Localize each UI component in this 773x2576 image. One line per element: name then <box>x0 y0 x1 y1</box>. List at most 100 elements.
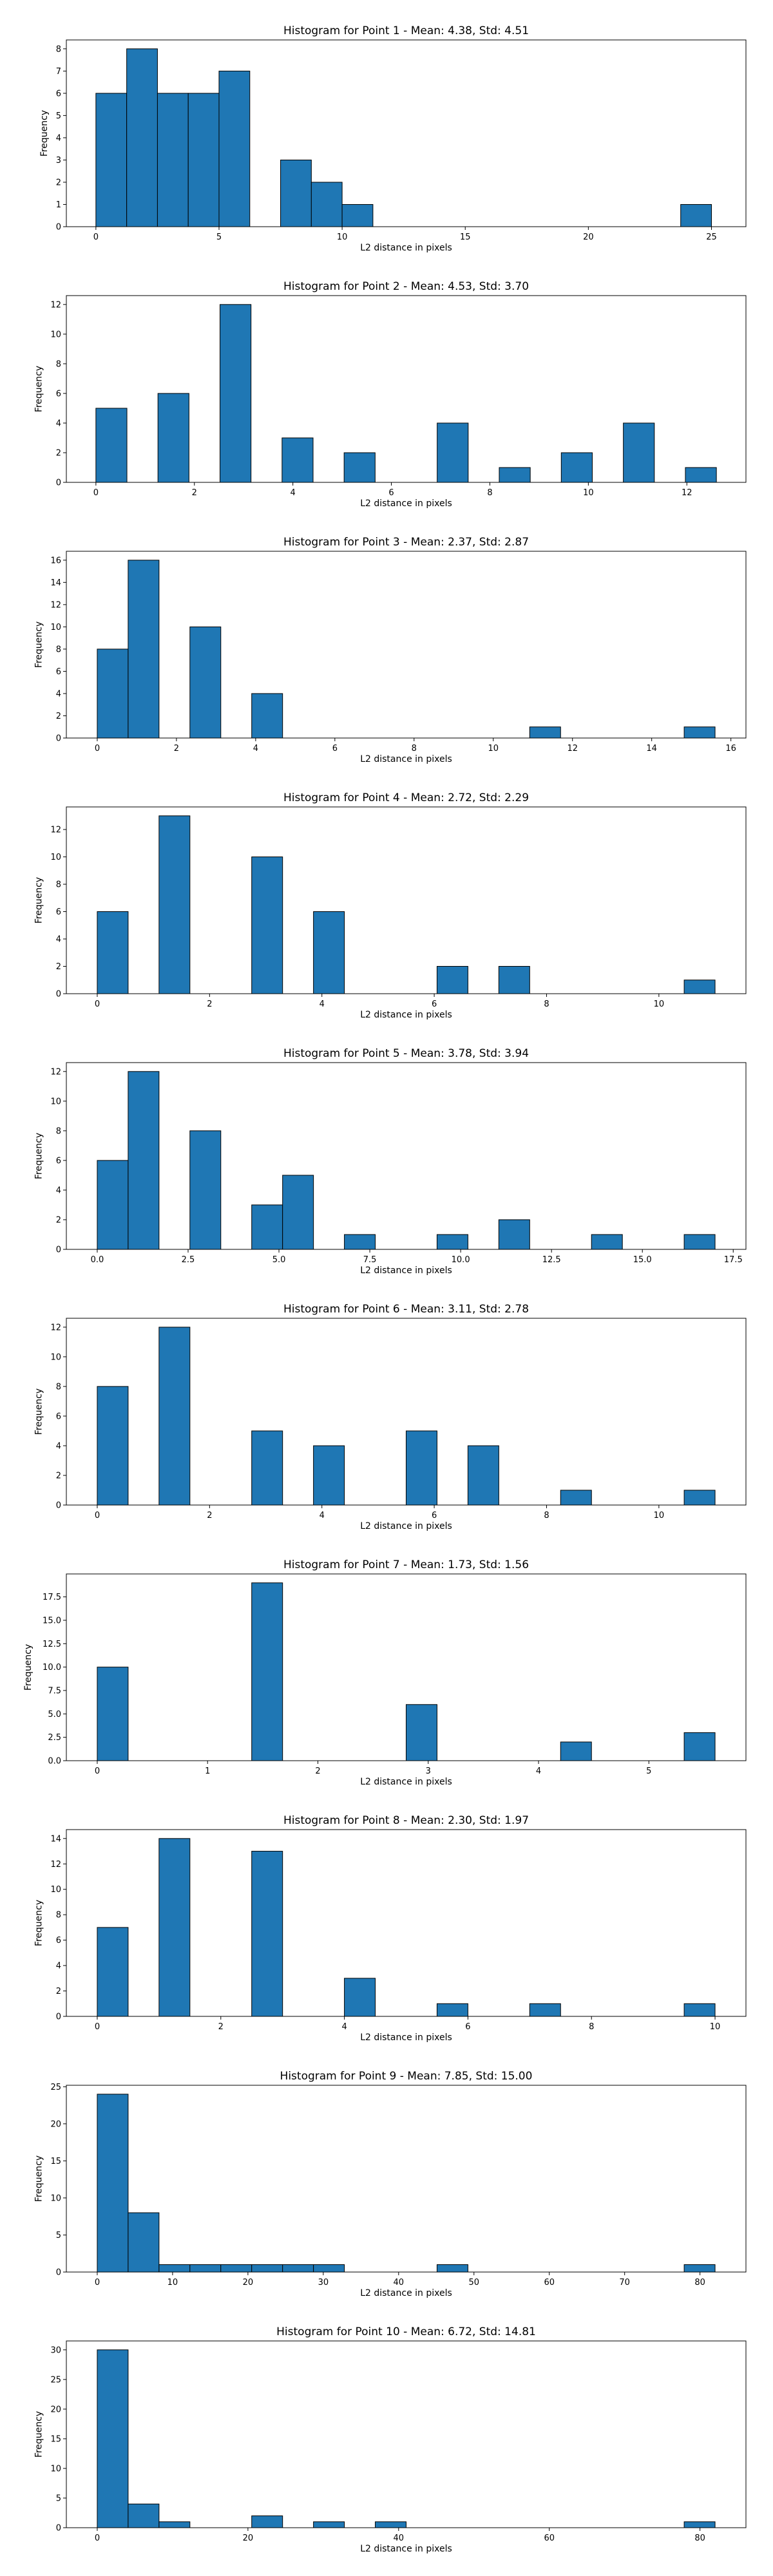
y-tick-label: 4 <box>56 1186 61 1195</box>
x-axis-label: L2 distance in pixels <box>360 1265 452 1276</box>
histogram-bar <box>375 2521 407 2528</box>
x-tick-label: 0 <box>93 488 99 498</box>
histogram-panel: Histogram for Point 2 - Mean: 4.53, Std:… <box>34 280 747 509</box>
y-tick-label: 30 <box>50 2345 61 2355</box>
y-tick-label: 6 <box>56 89 61 99</box>
y-tick-label: 0.0 <box>48 1757 61 1766</box>
histogram-bar <box>499 467 531 483</box>
x-tick-label: 16 <box>725 744 736 753</box>
y-axis-label: Frequency <box>23 1644 33 1690</box>
y-tick-label: 0 <box>56 2268 61 2278</box>
histogram-bar <box>158 1327 191 1506</box>
histogram-bar <box>313 911 345 994</box>
x-tick-label: 4 <box>320 999 325 1009</box>
x-tick-label: 70 <box>619 2278 630 2287</box>
y-axis-label: Frequency <box>39 110 50 156</box>
x-tick-label: 1 <box>205 1766 210 1776</box>
x-axis-label: L2 distance in pixels <box>360 2544 452 2554</box>
histogram-bar <box>310 182 343 227</box>
y-axis-label: Frequency <box>34 1900 44 1946</box>
x-tick-label: 2 <box>315 1766 320 1776</box>
y-tick-label: 4 <box>56 1962 61 1971</box>
x-tick-label: 0 <box>95 1511 100 1520</box>
histogram-bar <box>95 93 128 227</box>
x-tick-label: 2 <box>207 999 212 1009</box>
y-tick-label: 12 <box>50 600 61 610</box>
x-tick-label: 5 <box>646 1766 651 1776</box>
histogram-bar <box>128 2212 160 2273</box>
y-tick-label: 7.5 <box>48 1686 61 1696</box>
histogram-bar <box>341 204 374 227</box>
axes-frame <box>66 1829 747 2017</box>
histogram-panel: Histogram for Point 6 - Mean: 3.11, Std:… <box>34 1303 747 1531</box>
histogram-bar <box>251 693 283 739</box>
y-tick-label: 12 <box>50 826 61 835</box>
y-tick-label: 2 <box>56 962 61 972</box>
chart-title: Histogram for Point 3 - Mean: 2.37, Std:… <box>283 536 529 549</box>
histogram-bar <box>683 2521 716 2528</box>
chart-title: Histogram for Point 7 - Mean: 1.73, Std:… <box>283 1558 529 1571</box>
y-tick-label: 12 <box>50 300 61 310</box>
histogram-panel: Histogram for Point 7 - Mean: 1.73, Std:… <box>23 1558 747 1787</box>
x-tick-label: 10 <box>710 2022 721 2032</box>
axes-frame <box>66 295 747 483</box>
y-tick-label: 14 <box>50 1834 61 1844</box>
axes-frame <box>66 39 747 227</box>
y-tick-label: 8 <box>56 359 61 369</box>
y-tick-label: 10 <box>50 2464 61 2474</box>
y-tick-label: 0 <box>56 478 61 488</box>
chart-title: Histogram for Point 2 - Mean: 4.53, Std:… <box>283 280 529 293</box>
x-tick-label: 0 <box>95 744 100 753</box>
y-tick-label: 25 <box>50 2375 61 2385</box>
x-tick-label: 8 <box>589 2022 594 2032</box>
y-tick-label: 5 <box>56 111 61 121</box>
y-tick-label: 2 <box>56 1987 61 1996</box>
x-tick-label: 6 <box>432 999 437 1009</box>
y-tick-label: 1 <box>56 200 61 210</box>
histogram-panel: Histogram for Point 9 - Mean: 7.85, Std:… <box>34 2070 747 2298</box>
x-tick-label: 0 <box>95 999 100 1009</box>
x-tick-label: 12 <box>682 488 692 498</box>
chart-title: Histogram for Point 5 - Mean: 3.78, Std:… <box>283 1047 529 1060</box>
x-tick-label: 60 <box>544 2533 555 2543</box>
y-tick-label: 4 <box>56 1441 61 1451</box>
x-tick-label: 10 <box>583 488 594 498</box>
x-tick-label: 6 <box>332 744 338 753</box>
y-tick-label: 0 <box>56 2524 61 2533</box>
x-tick-label: 10 <box>654 999 665 1009</box>
y-tick-label: 12.5 <box>43 1640 61 1649</box>
y-tick-label: 4 <box>56 419 61 428</box>
x-tick-label: 0 <box>93 232 99 242</box>
x-tick-label: 40 <box>394 2533 405 2543</box>
x-tick-label: 2 <box>192 488 197 498</box>
x-axis-label: L2 distance in pixels <box>360 1777 452 1787</box>
histogram-bar <box>344 1978 376 2017</box>
y-tick-label: 6 <box>56 667 61 677</box>
y-tick-label: 10 <box>50 2193 61 2203</box>
y-tick-label: 2.5 <box>48 1733 61 1743</box>
chart-title: Histogram for Point 1 - Mean: 4.38, Std:… <box>283 24 529 37</box>
chart-title: Histogram for Point 8 - Mean: 2.30, Std:… <box>283 1814 529 1827</box>
histogram-bar <box>683 726 716 739</box>
x-tick-label: 10 <box>488 744 499 753</box>
y-tick-label: 20 <box>50 2119 61 2129</box>
y-tick-label: 16 <box>50 556 61 565</box>
histogram-bar <box>498 966 530 994</box>
y-tick-label: 12 <box>50 1323 61 1332</box>
histogram-bar <box>529 726 561 739</box>
y-tick-label: 6 <box>56 907 61 917</box>
histogram-bar <box>220 2264 253 2273</box>
axes-frame <box>66 2085 747 2273</box>
histogram-bar <box>282 2264 314 2273</box>
histogram-bar <box>467 1445 499 1506</box>
histogram-bar <box>436 2003 468 2017</box>
y-tick-label: 8 <box>56 44 61 54</box>
x-tick-label: 4 <box>341 2022 347 2032</box>
y-tick-label: 10 <box>50 330 61 339</box>
chart-title: Histogram for Point 9 - Mean: 7.85, Std:… <box>280 2070 533 2083</box>
y-tick-label: 15.0 <box>43 1616 61 1625</box>
histogram-bar <box>498 1219 530 1250</box>
histogram-bar <box>282 437 314 483</box>
x-tick-label: 20 <box>583 232 594 242</box>
histogram-bar <box>436 966 468 994</box>
